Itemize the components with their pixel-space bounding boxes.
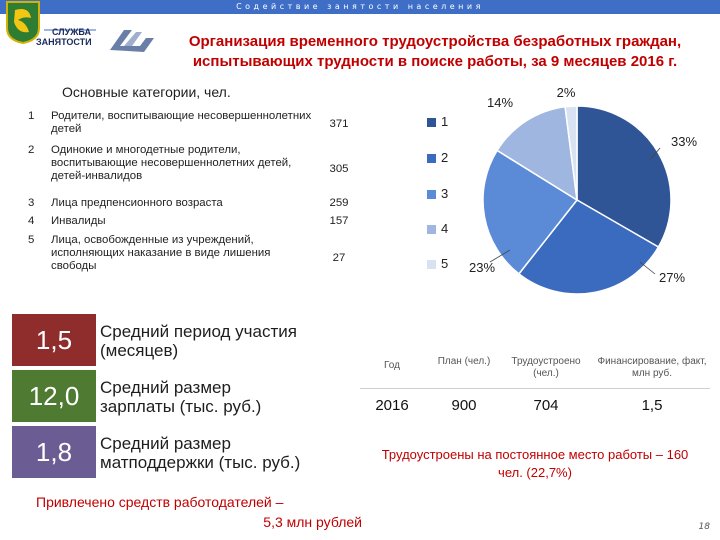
table-cell-year: 2016 bbox=[375, 397, 409, 414]
category-number: 5 bbox=[28, 234, 35, 246]
category-label: Лица предпенсионного возраста bbox=[51, 197, 223, 209]
category-value: 305 bbox=[329, 163, 349, 175]
stat-support-box: 1,8 bbox=[12, 426, 96, 478]
category-number: 2 bbox=[28, 144, 35, 156]
legend-swatch bbox=[427, 225, 436, 234]
stat-salary-label: Средний размер зарплаты (тыс. руб.) bbox=[100, 378, 262, 416]
categories-heading: Основные категории, чел. bbox=[62, 84, 231, 100]
legend-label: 4 bbox=[441, 221, 449, 236]
pie-slice-label-3: 23% bbox=[469, 260, 495, 275]
legend-label: 5 bbox=[441, 256, 449, 271]
table-cell-funding: 1,5 bbox=[641, 397, 663, 414]
pie-slice-1 bbox=[576, 105, 672, 249]
category-value: 27 bbox=[332, 252, 346, 264]
page-title: Организация временного трудоустройства б… bbox=[170, 32, 700, 72]
pie-slice-2 bbox=[517, 199, 660, 295]
legend-label: 3 bbox=[441, 186, 449, 201]
stat-participation-value: 1,5 bbox=[35, 325, 73, 355]
table-cell-plan: 900 bbox=[451, 397, 477, 414]
legend-swatch bbox=[427, 154, 436, 163]
table-header-funding: Финансирование, факт, млн руб. bbox=[597, 356, 707, 379]
stat-salary-box: 12,0 bbox=[12, 370, 96, 422]
pie-slice-label-5: 2% bbox=[557, 85, 576, 100]
stat-support-label: Средний размер матподдержки (тыс. руб.) bbox=[100, 434, 301, 472]
category-label: Лица, освобожденные из учреждений, испол… bbox=[51, 234, 271, 272]
stat-participation-box: 1,5 bbox=[12, 314, 96, 366]
legend-item-1: 1 bbox=[427, 114, 467, 132]
legend-item-3: 3 bbox=[427, 186, 467, 204]
category-label: Одинокие и многодетные родители, воспиты… bbox=[51, 144, 292, 182]
permanent-employment-note: Трудоустроены на постоянное место работы… bbox=[381, 447, 689, 480]
employers-funds-line-2: 5,3 млн рублей bbox=[263, 514, 362, 530]
legend-swatch bbox=[427, 260, 436, 269]
legend-item-5: 5 bbox=[427, 256, 467, 274]
pie-slice-4 bbox=[496, 105, 578, 202]
page-number: 18 bbox=[698, 522, 710, 532]
categories-pie-chart: 33% 27% 23% 14% 2% bbox=[469, 85, 697, 295]
table-header-employed: Трудоустроено (чел.) bbox=[511, 356, 581, 379]
employment-service-logo bbox=[44, 29, 154, 52]
category-label: Родители, воспитывающие несовершеннолетн… bbox=[51, 110, 312, 135]
legend-swatch bbox=[427, 190, 436, 199]
pie-leader-line bbox=[639, 261, 656, 275]
category-number: 4 bbox=[28, 215, 35, 227]
employers-funds-line-1: Привлечено средств работодателей – bbox=[36, 494, 284, 510]
top-banner bbox=[0, 0, 720, 14]
category-value: 157 bbox=[329, 215, 349, 227]
legend-swatch bbox=[427, 118, 436, 127]
table-header-year: Год bbox=[384, 360, 400, 371]
category-label: Инвалиды bbox=[51, 215, 106, 227]
category-value: 259 bbox=[329, 197, 349, 209]
title-line-2: испытывающих трудности в поиске работы, … bbox=[192, 53, 678, 70]
legend-item-4: 4 bbox=[427, 221, 467, 239]
legend-label: 1 bbox=[441, 114, 449, 129]
employment-service-text: СЛУЖБА ЗАНЯТОСТИ bbox=[36, 27, 92, 47]
stat-participation-label: Средний период участия (месяцев) bbox=[100, 322, 297, 360]
pie-slice-5 bbox=[564, 105, 578, 201]
legend-label: 2 bbox=[441, 150, 449, 165]
title-line-1: Организация временного трудоустройства б… bbox=[188, 33, 682, 50]
table-header-plan: План (чел.) bbox=[437, 356, 491, 367]
employers-funds-note: Привлечено средств работодателей – 5,3 м… bbox=[36, 492, 366, 532]
pie-slice-label-4: 14% bbox=[487, 95, 513, 110]
pie-slice-label-1: 33% bbox=[671, 134, 697, 149]
legend-item-2: 2 bbox=[427, 150, 467, 168]
category-number: 1 bbox=[28, 110, 35, 122]
region-emblem-icon bbox=[6, 1, 40, 44]
category-value: 371 bbox=[329, 118, 349, 130]
pie-slice-3 bbox=[482, 149, 579, 275]
category-number: 3 bbox=[28, 197, 35, 209]
stat-support-value: 1,8 bbox=[35, 437, 73, 467]
pie-leader-line bbox=[489, 249, 511, 263]
stat-salary-value: 12,0 bbox=[28, 381, 80, 411]
pie-leader-line bbox=[649, 147, 661, 161]
table-divider bbox=[360, 388, 710, 389]
banner-text: Содействие занятости населения bbox=[236, 2, 484, 11]
pie-slice-label-2: 27% bbox=[659, 270, 685, 285]
table-cell-employed: 704 bbox=[533, 397, 559, 414]
